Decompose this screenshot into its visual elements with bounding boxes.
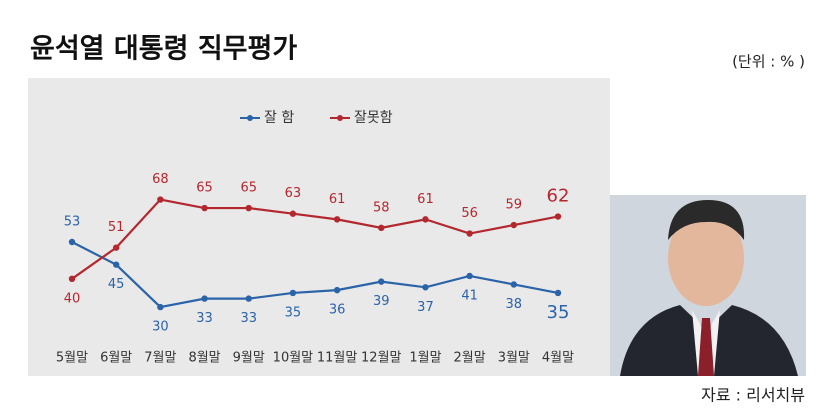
source: 자료 : 리서치뷰 [701, 386, 805, 405]
data-label: 62 [547, 186, 570, 207]
point [68, 238, 76, 246]
data-label: 41 [461, 288, 478, 303]
point [422, 284, 429, 291]
point [333, 216, 341, 223]
point [466, 272, 473, 280]
data-label: 36 [329, 303, 346, 318]
point [510, 281, 518, 288]
data-label: 53 [64, 215, 81, 230]
data-label: 33 [196, 311, 213, 326]
data-label: 59 [506, 198, 523, 213]
data-label: 65 [196, 181, 213, 196]
x-tick-label: 12월말 [361, 351, 402, 366]
x-tick-label: 11월말 [317, 351, 358, 366]
x-tick-label: 1월말 [409, 351, 441, 366]
x-tick-label: 10월말 [273, 351, 314, 366]
unit-label: (단위 : % ) [732, 53, 805, 71]
data-label: 35 [547, 302, 570, 323]
point [112, 244, 120, 251]
point [554, 289, 562, 297]
point [157, 303, 164, 311]
data-label: 45 [108, 277, 125, 292]
x-tick-label: 6월말 [100, 351, 132, 366]
point [289, 210, 297, 217]
data-label: 37 [417, 300, 434, 315]
x-tick-label: 5월말 [56, 351, 88, 366]
point [510, 221, 518, 229]
data-label: 63 [285, 186, 302, 201]
point [378, 224, 385, 232]
data-label: 40 [64, 291, 81, 306]
legend-dot [247, 115, 253, 121]
data-label: 51 [108, 220, 125, 235]
x-tick-label: 9월말 [233, 351, 265, 366]
x-tick-label: 2월말 [454, 351, 486, 366]
photo [610, 195, 806, 376]
data-label: 39 [373, 294, 390, 309]
data-label: 56 [461, 206, 478, 221]
point [201, 204, 208, 212]
point [201, 295, 208, 302]
data-label: 65 [240, 181, 257, 196]
chart-title: 윤석열 대통령 직무평가 [30, 34, 297, 65]
x-tick-label: 3월말 [498, 351, 530, 366]
x-tick-label: 7월말 [144, 351, 176, 366]
point [333, 286, 341, 294]
data-label: 33 [240, 311, 257, 326]
point [422, 216, 429, 223]
legend-label: 잘못함 [354, 110, 393, 126]
legend-dot [337, 115, 343, 121]
data-label: 30 [152, 320, 169, 335]
x-tick-label: 8월말 [188, 351, 220, 366]
point [289, 289, 297, 297]
line-series [71, 198, 559, 280]
data-label: 35 [285, 305, 302, 320]
point [554, 213, 562, 220]
data-label: 61 [329, 192, 346, 207]
data-label: 38 [506, 297, 523, 312]
data-label: 68 [152, 172, 169, 187]
point [157, 196, 164, 203]
point [68, 275, 76, 282]
x-tick-label: 4월말 [542, 351, 574, 366]
point [245, 204, 252, 212]
legend-label: 잘 함 [264, 110, 294, 126]
point [378, 278, 385, 285]
data-label: 61 [417, 192, 434, 207]
point [466, 230, 473, 237]
point [245, 295, 252, 302]
point [112, 261, 120, 268]
data-label: 58 [373, 200, 390, 215]
line-series [71, 241, 559, 309]
